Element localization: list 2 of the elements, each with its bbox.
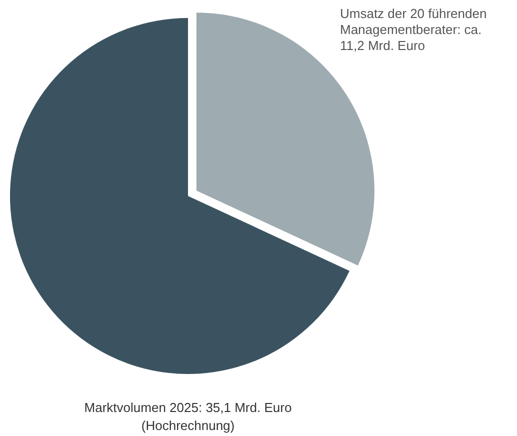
- slice-label: Umsatz der 20 führenden Managementberater: ca. 11,2 Mrd. Euro: [340, 6, 487, 53]
- text: Marktvolumen 2025: 35,1 Mrd. Euro (Hochrechnung): [84, 400, 292, 433]
